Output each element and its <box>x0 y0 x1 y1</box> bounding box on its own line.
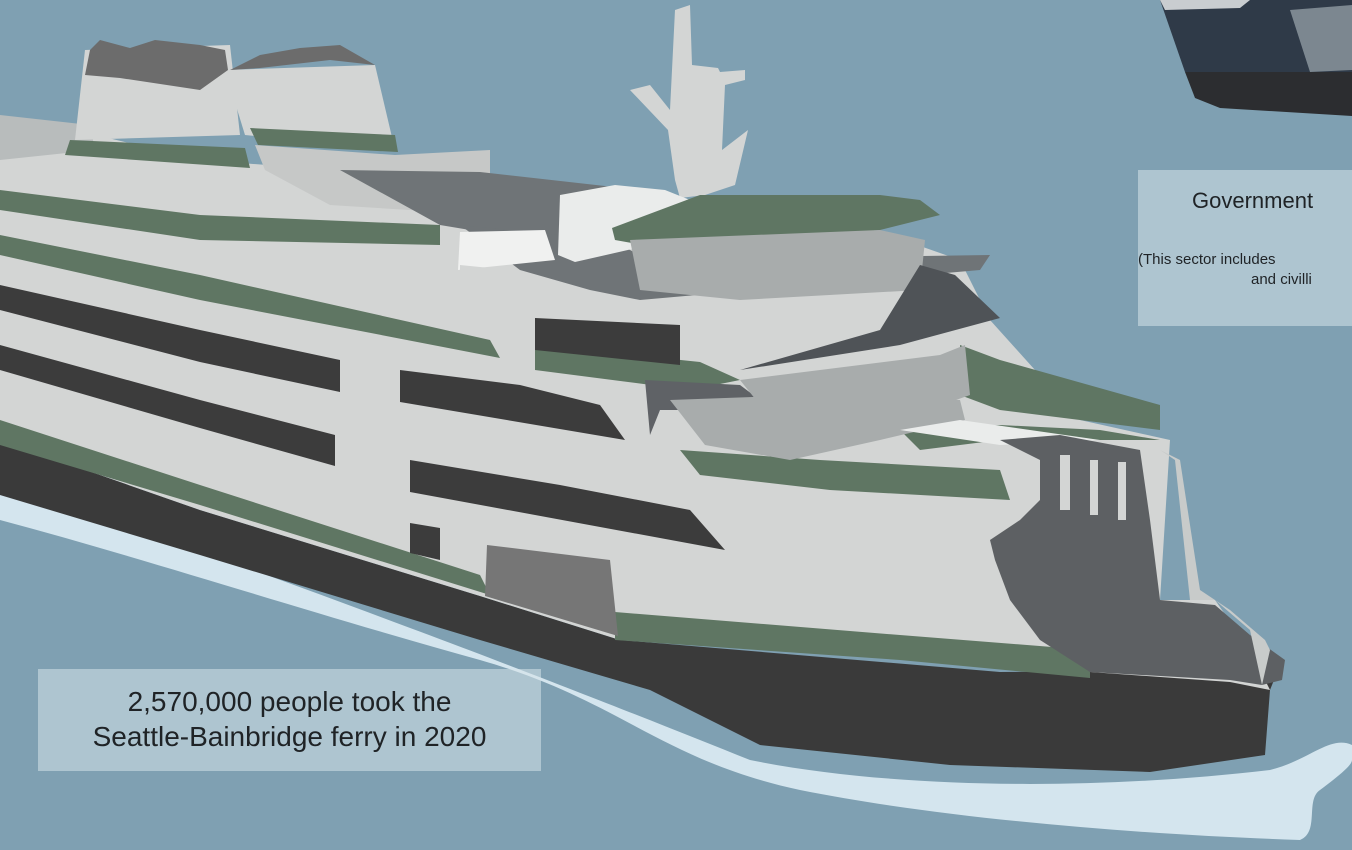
ferry-wake <box>0 480 1352 840</box>
government-caption-note-line1: (This sector includes <box>1138 251 1276 268</box>
ferry-mast <box>630 5 748 198</box>
distant-boat <box>1160 0 1352 116</box>
ferry-caption-line2: Seattle-Bainbridge ferry in 2020 <box>92 721 487 752</box>
ferry-hull <box>0 440 1278 772</box>
ferry-windows <box>0 265 725 560</box>
ferry-caption-line1: 2,570,000 people took the <box>127 686 452 717</box>
government-sector-caption: Government (This sector includes and civ… <box>1138 170 1352 326</box>
ferry-ridership-caption: 2,570,000 people took the Seattle-Bainbr… <box>38 669 541 771</box>
government-caption-note-line2: and civilli <box>1251 271 1312 288</box>
ferry-stripes <box>0 190 1160 678</box>
ferry-side-hatch <box>485 545 618 636</box>
government-caption-note: (This sector includes and civilli <box>1138 250 1352 290</box>
government-caption-title: Government <box>1192 188 1314 213</box>
